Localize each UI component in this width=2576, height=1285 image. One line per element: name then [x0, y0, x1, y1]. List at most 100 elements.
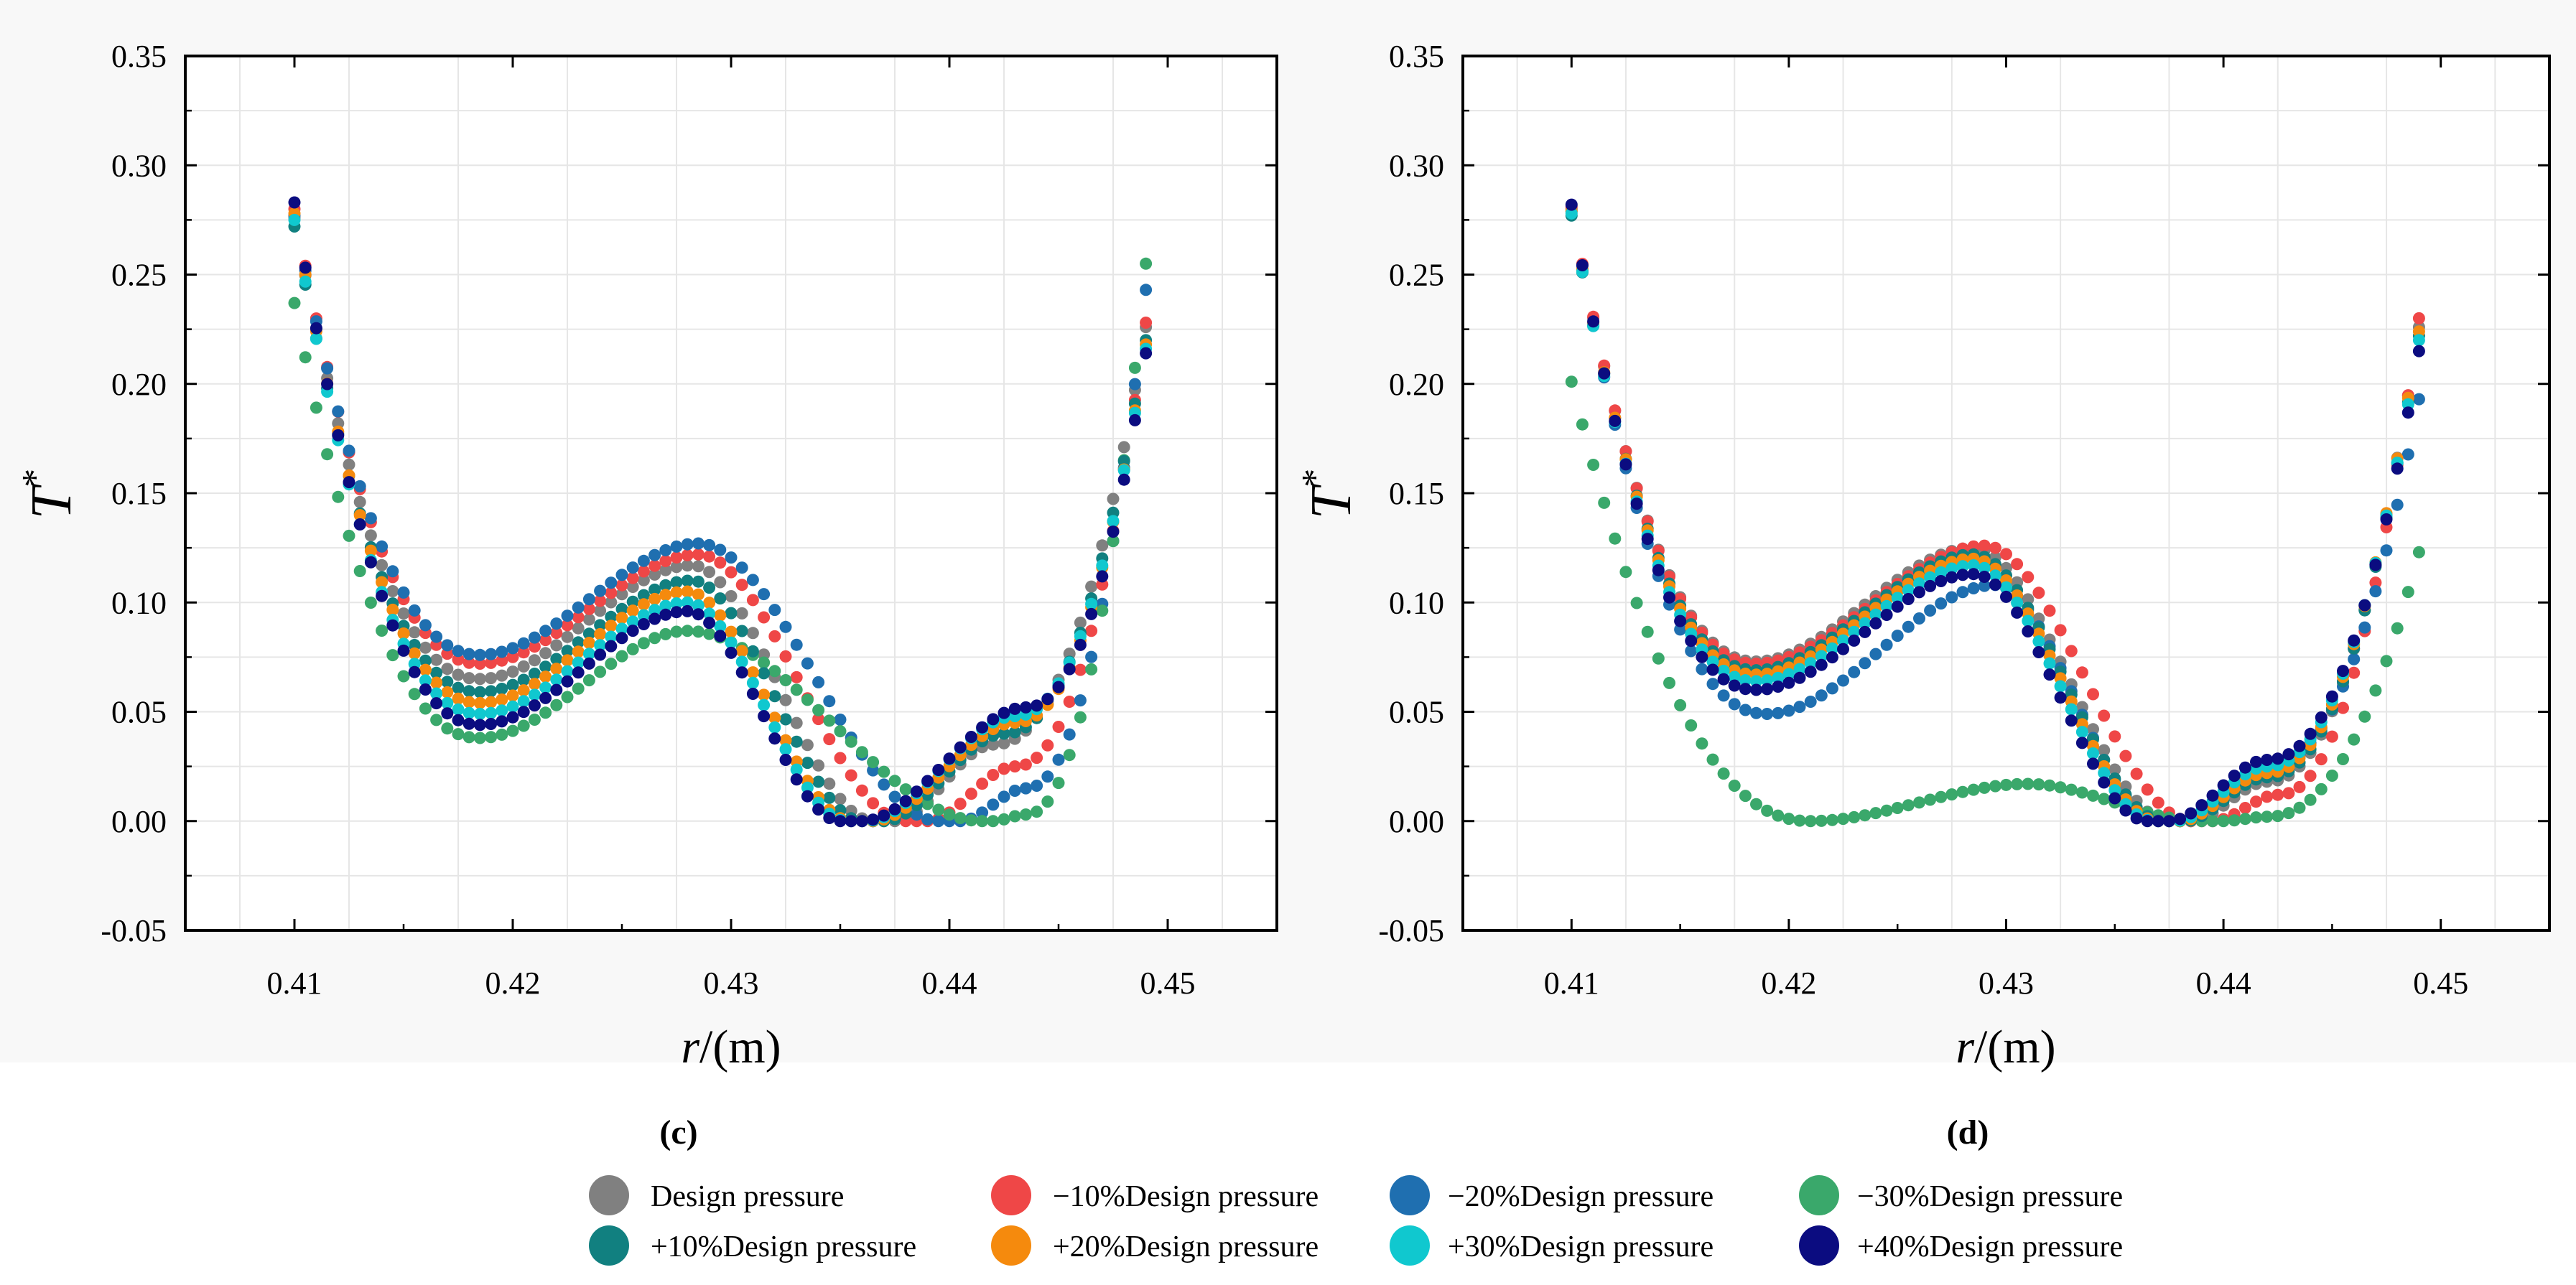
- legend-marker: [1799, 1175, 1839, 1215]
- data-point: [954, 812, 967, 825]
- data-point: [1989, 578, 2001, 591]
- data-point: [823, 733, 836, 746]
- legend-marker: [1390, 1175, 1430, 1215]
- data-point: [2412, 546, 2425, 559]
- data-point: [746, 688, 759, 700]
- data-point: [987, 738, 1000, 751]
- data-point: [1924, 579, 1937, 592]
- data-point: [561, 654, 574, 667]
- data-point: [768, 732, 781, 745]
- data-point: [594, 648, 607, 661]
- data-point: [2000, 778, 2012, 791]
- data-point: [714, 609, 727, 622]
- data-point: [2098, 793, 2111, 805]
- data-point: [528, 699, 541, 712]
- data-point: [1782, 668, 1795, 681]
- data-point: [626, 561, 639, 574]
- data-point: [2108, 730, 2121, 743]
- data-point: [2075, 786, 2088, 799]
- data-point: [725, 636, 738, 649]
- data-point: [2401, 586, 2414, 599]
- data-point: [790, 773, 803, 786]
- data-point: [735, 579, 748, 592]
- data-point: [1052, 721, 1065, 733]
- data-point: [1837, 674, 1849, 687]
- data-point: [834, 815, 847, 828]
- data-point: [1717, 767, 1730, 780]
- data-point: [1117, 464, 1130, 477]
- data-point: [1674, 615, 1687, 627]
- data-point: [572, 611, 585, 624]
- data-point: [867, 813, 880, 826]
- legend-item: +30%Design pressure: [1390, 1225, 1714, 1266]
- data-point: [1008, 702, 1021, 715]
- data-point: [2011, 558, 2024, 571]
- data-point: [1793, 814, 1806, 827]
- data-point: [2011, 606, 2024, 619]
- data-point: [921, 813, 934, 826]
- data-point: [1891, 600, 1904, 613]
- data-point: [561, 630, 574, 643]
- data-point: [714, 592, 727, 605]
- data-point: [473, 686, 486, 698]
- data-point: [1945, 591, 1958, 604]
- data-point: [561, 609, 574, 622]
- data-point: [485, 706, 498, 719]
- data-point: [812, 759, 825, 772]
- data-point: [299, 261, 312, 274]
- data-point: [408, 639, 421, 651]
- data-point: [1717, 665, 1730, 677]
- data-point: [397, 627, 410, 640]
- data-point: [496, 704, 508, 717]
- data-point: [1652, 652, 1665, 665]
- data-point: [1739, 683, 1752, 696]
- data-point: [1902, 593, 1915, 605]
- data-point: [517, 695, 530, 708]
- data-point: [452, 681, 465, 694]
- data-point: [353, 509, 366, 522]
- data-point: [758, 667, 771, 680]
- data-point: [703, 617, 716, 630]
- data-point: [823, 812, 836, 824]
- data-point: [332, 490, 345, 503]
- data-point: [1826, 642, 1838, 655]
- data-point: [735, 625, 748, 637]
- data-point: [299, 275, 312, 288]
- data-point: [1924, 793, 1937, 806]
- data-point: [834, 725, 847, 738]
- data-point: [921, 798, 934, 810]
- data-point: [758, 588, 771, 601]
- data-point: [473, 708, 486, 720]
- data-point: [1826, 682, 1838, 695]
- data-point: [812, 704, 825, 716]
- legend-item: +40%Design pressure: [1799, 1225, 2123, 1266]
- x-tick-label: 0.45: [1140, 966, 1196, 1001]
- data-point: [2337, 665, 2349, 678]
- data-point: [332, 429, 345, 441]
- chart-panel-d: 0.41 0.42 0.43 0.44 0.45 -0.05 0.00 0.05 0.10 0.1…: [1287, 0, 2576, 1151]
- data-point: [310, 332, 322, 345]
- data-point: [1978, 781, 1991, 794]
- x-tick-label: 0.42: [485, 966, 541, 1001]
- data-point: [441, 722, 454, 735]
- data-point: [2304, 793, 2317, 806]
- data-point: [714, 576, 727, 589]
- data-point: [2022, 593, 2035, 606]
- data-point: [594, 627, 607, 640]
- data-point: [878, 809, 891, 822]
- data-point: [2141, 815, 2154, 828]
- data-point: [845, 769, 857, 782]
- data-point: [954, 741, 967, 754]
- data-point: [2261, 810, 2274, 823]
- panel-label-d: (d): [1947, 1113, 1989, 1151]
- data-point: [823, 695, 836, 708]
- data-point: [2358, 599, 2371, 612]
- data-point: [517, 660, 530, 673]
- data-point: [681, 604, 694, 617]
- x-axis-label-unit: /(m): [699, 1021, 781, 1073]
- data-point: [998, 762, 1010, 775]
- data-point: [550, 627, 563, 640]
- data-point: [790, 763, 803, 776]
- data-point: [582, 593, 595, 606]
- data-point: [594, 584, 607, 597]
